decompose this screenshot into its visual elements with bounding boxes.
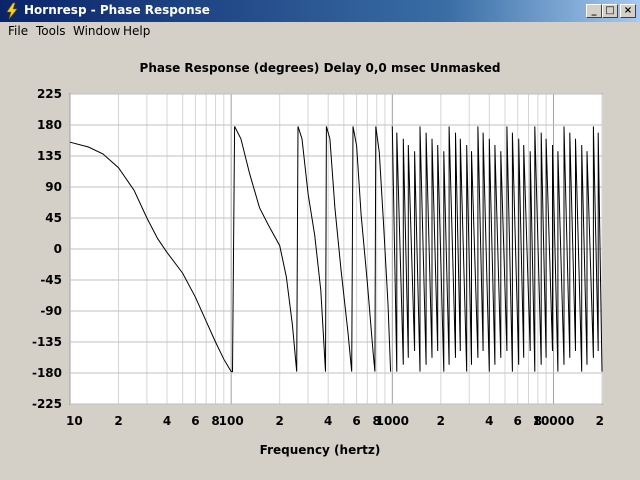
y-tick-label: 135 xyxy=(37,149,62,163)
chart-title: Phase Response (degrees) Delay 0,0 msec … xyxy=(139,61,501,75)
plot-area xyxy=(69,93,603,405)
close-button[interactable]: × xyxy=(620,4,636,18)
menu-file[interactable]: File xyxy=(8,24,29,38)
hornresp-lightning-icon xyxy=(6,2,18,20)
x-tick-label: 8 xyxy=(211,414,219,428)
grid-lines xyxy=(69,93,603,405)
x-tick-label: 6 xyxy=(352,414,360,428)
x-tick-label: 10 xyxy=(66,414,83,428)
window-title: Hornresp - Phase Response xyxy=(24,3,210,17)
y-tick-label: -45 xyxy=(40,273,62,287)
x-tick-label: 1000 xyxy=(376,414,409,428)
phase-curve-low xyxy=(69,126,392,373)
x-tick-label: 8 xyxy=(534,414,542,428)
x-tick-label: 8 xyxy=(373,414,381,428)
x-tick-label: 2 xyxy=(114,414,122,428)
menu-help[interactable]: Help xyxy=(123,24,151,38)
x-axis-label: Frequency (hertz) xyxy=(259,443,381,457)
y-tick-label: 90 xyxy=(45,180,62,194)
y-tick-label: -135 xyxy=(32,335,62,349)
x-tick-label: 2 xyxy=(275,414,283,428)
minimize-button[interactable]: _ xyxy=(586,4,602,18)
y-axis-ticks: 225 180 135 90 45 0 -45 -90 -135 -180 -225 xyxy=(32,87,62,411)
x-tick-label: 10000 xyxy=(533,414,575,428)
x-tick-label: 4 xyxy=(163,414,171,428)
x-tick-label: 100 xyxy=(219,414,244,428)
y-tick-label: 225 xyxy=(37,87,62,101)
y-tick-label: -225 xyxy=(32,397,62,411)
y-tick-label: 180 xyxy=(37,118,62,132)
menu-bar: File Tools Window Help xyxy=(0,22,640,41)
y-tick-label: -180 xyxy=(32,366,62,380)
y-tick-label: 0 xyxy=(54,242,62,256)
title-bar[interactable]: Hornresp - Phase Response _ □ × xyxy=(0,0,640,22)
y-tick-label: 45 xyxy=(45,211,62,225)
menu-window[interactable]: Window xyxy=(73,24,121,38)
menu-tools[interactable]: Tools xyxy=(36,24,66,38)
x-tick-label: 2 xyxy=(596,414,604,428)
x-tick-label: 6 xyxy=(514,414,522,428)
maximize-button[interactable]: □ xyxy=(602,4,618,18)
x-tick-label: 4 xyxy=(324,414,332,428)
x-tick-label: 6 xyxy=(191,414,199,428)
x-tick-label: 2 xyxy=(437,414,445,428)
y-tick-label: -90 xyxy=(40,304,62,318)
phase-curve xyxy=(69,126,603,373)
phase-curve-dense xyxy=(391,126,603,372)
x-tick-label: 4 xyxy=(485,414,493,428)
